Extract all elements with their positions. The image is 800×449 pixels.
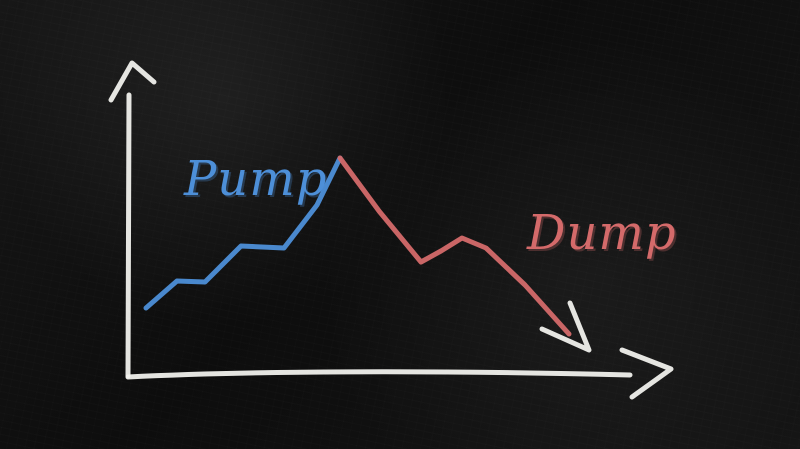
pump-label: Pump bbox=[183, 151, 327, 207]
x-axis-line bbox=[125, 369, 633, 380]
right-arrow-icon bbox=[619, 347, 674, 400]
dump-label-shadow: Dump bbox=[528, 207, 679, 263]
dump-trend-line bbox=[337, 155, 572, 337]
up-arrow-icon bbox=[108, 60, 157, 103]
dump-label: Dump bbox=[526, 205, 677, 261]
pump-label-shadow: Pump bbox=[185, 153, 329, 209]
y-axis-line bbox=[125, 92, 132, 379]
down-right-arrow-icon bbox=[539, 300, 592, 353]
pump-trend-line bbox=[143, 155, 343, 311]
